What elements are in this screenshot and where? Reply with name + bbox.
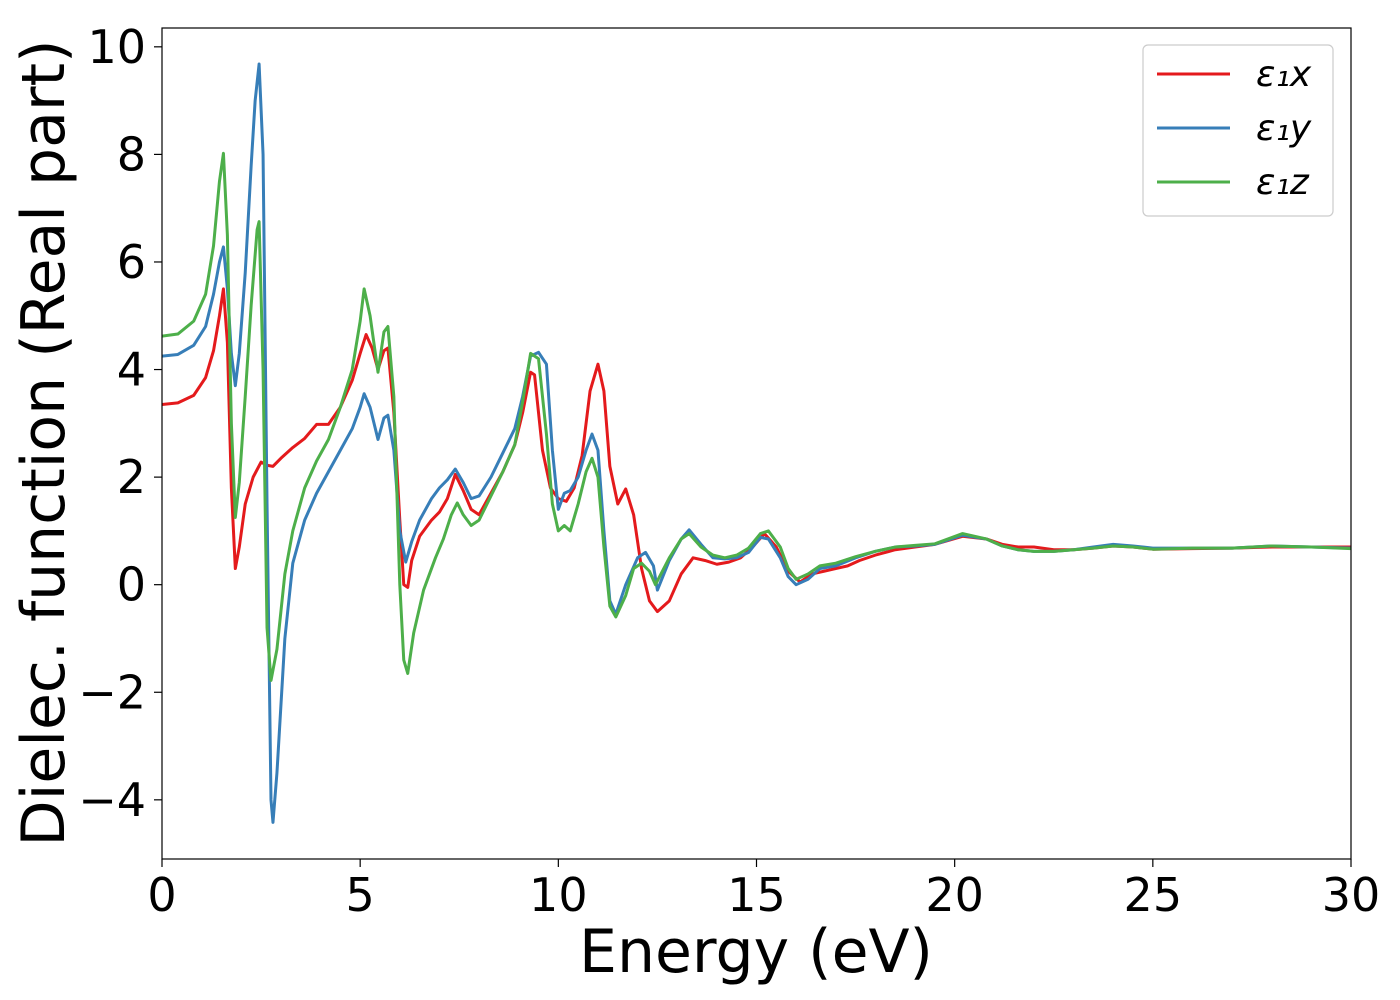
y-tick-label: 0 bbox=[117, 558, 146, 612]
legend-label-2: ε₁y bbox=[1256, 108, 1312, 149]
legend-label-1: ε₁x bbox=[1256, 54, 1312, 95]
legend: ε₁x ε₁y ε₁z bbox=[1142, 44, 1334, 217]
y-tick-label: 4 bbox=[117, 343, 146, 397]
x-tick-label: 30 bbox=[1322, 868, 1381, 922]
series-layer bbox=[162, 62, 1351, 824]
y-tick-label: −4 bbox=[78, 773, 146, 827]
x-tick-label: 25 bbox=[1124, 868, 1183, 922]
x-tick-label: 10 bbox=[529, 868, 588, 922]
x-tick-label: 0 bbox=[147, 868, 176, 922]
legend-label-3: ε₁z bbox=[1256, 162, 1310, 203]
y-tick-label: 2 bbox=[117, 450, 146, 504]
x-axis-ticks: 0 5 10 15 20 25 30 bbox=[147, 859, 1380, 922]
x-axis-label: Energy (eV) bbox=[579, 917, 933, 987]
x-tick-label: 15 bbox=[727, 868, 786, 922]
series-line-3 bbox=[162, 151, 1351, 682]
y-axis-ticks: −4 −2 0 2 4 6 8 10 bbox=[78, 20, 162, 827]
y-tick-label: 8 bbox=[117, 127, 146, 181]
y-axis-label: Dielec. function (Real part) bbox=[9, 40, 79, 847]
y-tick-label: −2 bbox=[78, 665, 146, 719]
x-tick-label: 20 bbox=[925, 868, 984, 922]
legend-box bbox=[1142, 44, 1334, 217]
x-tick-label: 5 bbox=[346, 868, 375, 922]
y-tick-label: 6 bbox=[117, 235, 146, 289]
y-tick-label: 10 bbox=[87, 20, 146, 74]
